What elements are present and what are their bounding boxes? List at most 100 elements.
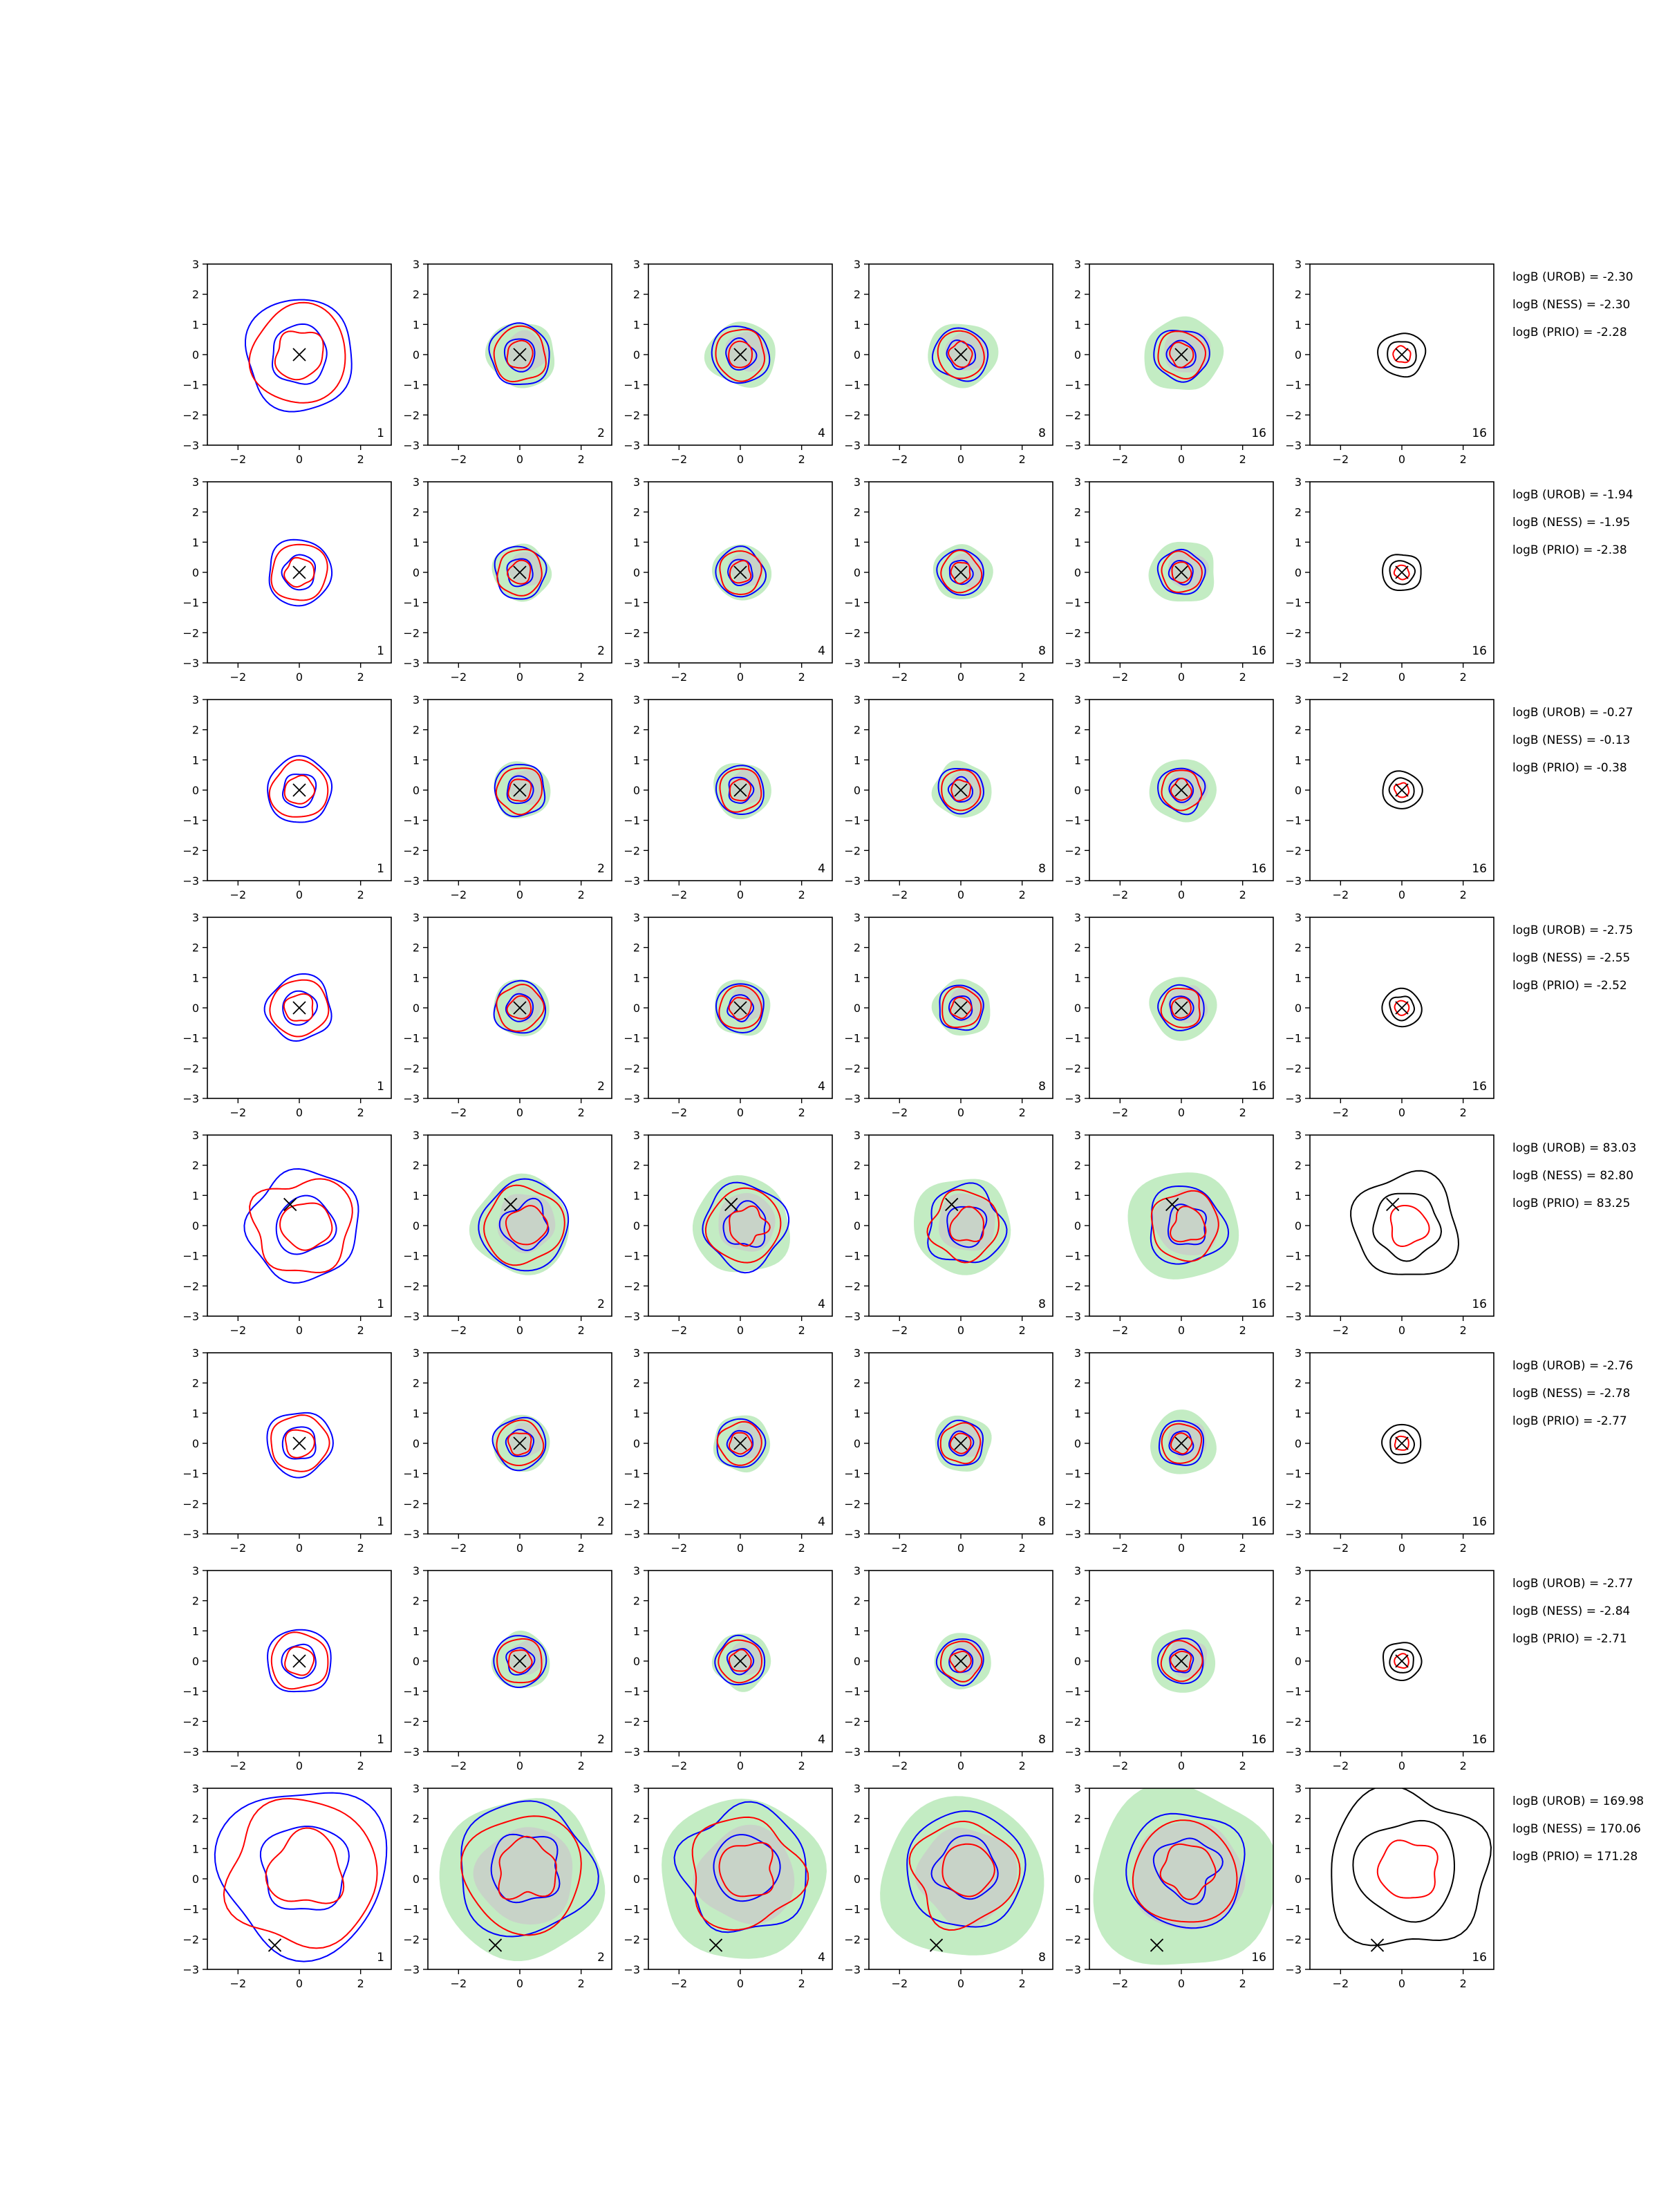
y-tick-label: 2 — [1074, 941, 1081, 955]
y-tick-label: −3 — [1285, 1310, 1302, 1323]
y-tick-label: −2 — [844, 1280, 861, 1293]
x-tick-label: 0 — [1398, 453, 1405, 466]
y-tick-label: −1 — [1065, 814, 1081, 827]
y-tick-label: −1 — [1285, 597, 1302, 610]
panel-number-label: 4 — [818, 427, 825, 440]
panel-number-label: 16 — [1472, 1951, 1487, 1965]
x-tick-label: 0 — [957, 1106, 964, 1119]
y-tick-label: 1 — [1295, 1407, 1302, 1420]
contour-red-inner — [729, 1432, 753, 1455]
truth-marker — [709, 1938, 723, 1952]
x-tick-label: 2 — [578, 1324, 585, 1337]
panel-number-label: 16 — [1472, 1297, 1487, 1311]
contour-red-inner — [718, 1841, 774, 1897]
contour-black-outer — [1381, 987, 1423, 1028]
y-tick-label: 0 — [1074, 1219, 1081, 1232]
logb-annotation: logB (NESS) = -1.95 — [1512, 516, 1630, 529]
x-tick-label: 0 — [296, 1759, 303, 1772]
x-tick-label: 0 — [516, 888, 523, 901]
y-tick-label: −3 — [182, 1963, 199, 1976]
y-tick-label: 2 — [854, 1159, 861, 1172]
y-tick-label: −1 — [1065, 1903, 1081, 1916]
y-tick-label: −3 — [844, 1310, 861, 1323]
logb-annotation: logB (UROB) = -2.30 — [1512, 270, 1633, 284]
y-tick-label: 0 — [633, 784, 640, 797]
y-tick-label: −2 — [182, 844, 199, 857]
y-tick-label: 2 — [633, 1159, 640, 1172]
y-tick-label: 3 — [1295, 258, 1302, 271]
y-tick-label: 2 — [1074, 288, 1081, 301]
x-tick-label: −2 — [451, 888, 467, 901]
x-tick-label: 2 — [798, 1977, 805, 1990]
x-tick-label: −2 — [892, 671, 908, 684]
y-tick-label: −2 — [844, 1933, 861, 1946]
y-tick-label: −2 — [182, 1497, 199, 1510]
y-tick-label: 2 — [192, 1595, 199, 1608]
y-tick-label: 0 — [1074, 784, 1081, 797]
y-tick-label: 3 — [1074, 1129, 1081, 1142]
y-tick-label: 3 — [854, 1129, 861, 1142]
posterior-fill-inner — [473, 1827, 573, 1925]
y-tick-label: 0 — [1295, 784, 1302, 797]
y-tick-label: −1 — [182, 1250, 199, 1263]
panel-r2-c6: 3 2 1 0 −1 −2 −3 −2 0 2 16 — [1285, 476, 1494, 684]
contour-blue-outer — [1157, 767, 1206, 816]
y-tick-label: −3 — [182, 1092, 199, 1105]
y-tick-label: −1 — [403, 814, 420, 827]
x-tick-label: −2 — [1112, 1541, 1129, 1555]
panel-r5-c5: 3 2 1 0 −1 −2 −3 −2 0 2 16 — [1065, 1129, 1274, 1337]
contour-red-outer — [496, 1419, 545, 1466]
y-tick-label: 3 — [1074, 1564, 1081, 1577]
y-tick-label: 3 — [413, 258, 420, 271]
y-tick-label: −3 — [403, 874, 420, 888]
panel-r1-c5: 3 2 1 0 −1 −2 −3 −2 0 2 16 — [1065, 258, 1274, 466]
panel-number-label: 16 — [1251, 1951, 1266, 1965]
y-tick-label: 0 — [192, 1219, 199, 1232]
y-tick-label: 1 — [192, 536, 199, 549]
y-tick-label: −3 — [844, 874, 861, 888]
x-tick-label: 0 — [1178, 453, 1185, 466]
contour-black-inner — [1389, 1430, 1416, 1456]
y-tick-label: 0 — [633, 1002, 640, 1015]
x-tick-label: 2 — [1019, 888, 1026, 901]
truth-marker — [1386, 1197, 1400, 1212]
y-tick-label: 0 — [413, 1002, 420, 1015]
y-tick-label: 3 — [413, 476, 420, 489]
panel-number-label: 16 — [1251, 1080, 1266, 1094]
y-tick-label: 1 — [633, 971, 640, 984]
contour-red-outer — [926, 1189, 1000, 1264]
contour-blue-inner — [1169, 995, 1194, 1021]
x-tick-label: −2 — [892, 888, 908, 901]
contour-red-inner — [505, 1205, 549, 1246]
contour-red-inner — [941, 1843, 995, 1897]
y-tick-label: −2 — [844, 844, 861, 857]
contour-red-outer — [248, 301, 346, 404]
truth-marker — [954, 783, 968, 797]
contour-blue-inner — [947, 776, 973, 803]
y-tick-label: 2 — [192, 724, 199, 737]
x-tick-label: 0 — [737, 671, 744, 684]
y-tick-label: 2 — [192, 941, 199, 955]
contour-red-outer — [1157, 330, 1207, 380]
contour-red-outer — [718, 985, 762, 1029]
x-tick-label: −2 — [1112, 888, 1129, 901]
x-tick-label: 0 — [957, 1759, 964, 1772]
logb-annotations-row-1: logB (UROB) = -2.30 logB (NESS) = -2.30 lo… — [1512, 270, 1633, 339]
y-tick-label: −3 — [624, 874, 640, 888]
y-tick-label: 3 — [1295, 1347, 1302, 1360]
contour-blue-inner — [505, 1428, 535, 1457]
contour-black-outer — [1377, 332, 1427, 378]
y-tick-label: −2 — [403, 1280, 420, 1293]
truth-marker — [268, 1938, 282, 1952]
x-tick-label: 2 — [578, 671, 585, 684]
y-tick-label: −3 — [1285, 874, 1302, 888]
y-tick-label: −3 — [1065, 657, 1081, 670]
contour-red-inner — [728, 340, 753, 368]
y-tick-label: 2 — [854, 1377, 861, 1390]
logb-annotation: logB (UROB) = 83.03 — [1512, 1141, 1636, 1155]
contour-blue-outer — [493, 980, 547, 1034]
